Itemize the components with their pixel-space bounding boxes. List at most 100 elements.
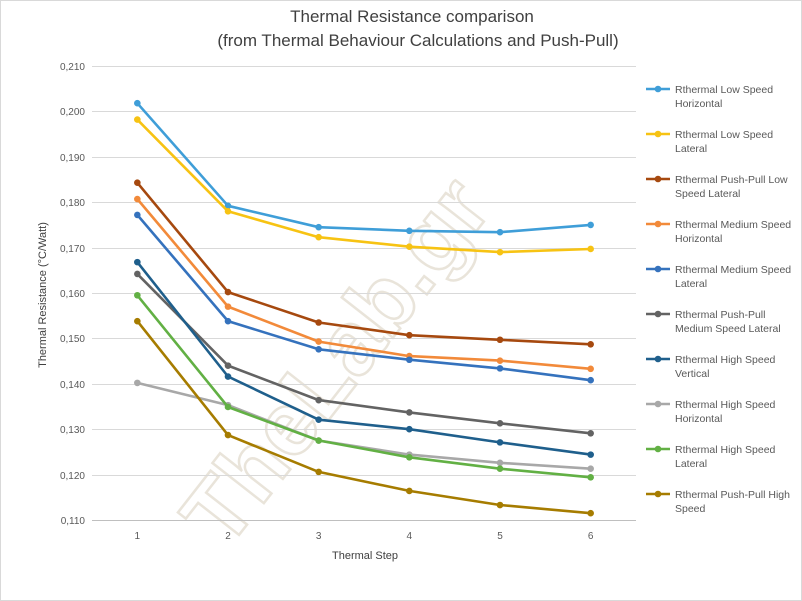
legend-label: Horizontal <box>675 233 722 245</box>
data-point <box>406 425 413 433</box>
data-point <box>134 291 141 299</box>
data-point <box>224 288 232 296</box>
series-line <box>136 272 593 435</box>
data-point <box>496 439 504 446</box>
legend-marker <box>654 265 662 273</box>
legend-label: Rthermal Push-Pull <box>675 309 765 321</box>
data-point <box>224 373 232 380</box>
legend-marker <box>654 220 662 228</box>
legend-label: Rthermal Low Speed <box>675 84 773 96</box>
data-point <box>315 437 322 444</box>
legend-label: Rthermal Low Speed <box>675 129 773 141</box>
legend-label: Horizontal <box>675 413 722 425</box>
y-tick-label: 0,210 <box>60 62 85 73</box>
series-line <box>136 293 593 479</box>
series-line <box>136 260 593 456</box>
legend-label: Rthermal Push-Pull High <box>675 489 790 501</box>
data-point <box>496 228 504 236</box>
legend-label: Speed <box>675 503 706 515</box>
legend-label: Rthermal High Speed <box>675 399 776 411</box>
series-line <box>136 213 593 382</box>
chart-title: Thermal Resistance comparison <box>290 7 534 26</box>
data-point <box>224 362 232 369</box>
x-tick-label: 3 <box>316 531 322 542</box>
data-point <box>406 243 413 250</box>
y-tick-label: 0,110 <box>61 516 86 527</box>
x-tick-label: 2 <box>225 531 231 542</box>
data-point <box>224 303 232 310</box>
data-point <box>406 454 413 461</box>
data-point <box>134 211 141 219</box>
data-point <box>224 317 232 325</box>
y-tick-label: 0,200 <box>60 107 85 118</box>
legend-item: Rthermal High Speed Vertical <box>646 354 776 380</box>
legend-item: Rthermal High Speed Horizontal <box>646 399 776 425</box>
data-point <box>587 341 594 348</box>
legend-item: Rthermal Low Speed Lateral <box>646 129 773 155</box>
legend-label: Lateral <box>675 278 707 290</box>
data-point <box>134 99 141 107</box>
series <box>134 211 594 384</box>
data-point <box>587 376 594 384</box>
data-point <box>315 416 322 423</box>
legend-label: Rthermal Medium Speed <box>675 219 791 231</box>
data-point <box>315 223 322 231</box>
y-tick-label: 0,170 <box>60 244 85 255</box>
x-tick-label: 4 <box>407 531 413 542</box>
data-point <box>134 317 141 325</box>
legend-label: Speed Lateral <box>675 188 740 200</box>
data-point <box>496 248 504 256</box>
legend-label: Rthermal Medium Speed <box>675 264 791 276</box>
y-tick-label: 0,180 <box>60 198 85 209</box>
data-point <box>315 468 322 476</box>
chart-subtitle: (from Thermal Behaviour Calculations and… <box>217 31 618 50</box>
y-axis-ticks: 0,110 0,120 0,130 0,140 0,150 0,160 0,170 0,180… <box>60 62 85 527</box>
legend-label: Lateral <box>675 458 707 470</box>
legend-marker <box>654 310 662 318</box>
data-point <box>224 202 232 210</box>
y-axis-title: Thermal Resistance (°C/Watt) <box>37 222 49 368</box>
data-point <box>587 245 594 253</box>
legend-marker <box>654 85 662 93</box>
data-point <box>587 429 594 437</box>
data-point <box>406 356 413 364</box>
legend-marker <box>654 445 662 453</box>
data-point <box>496 501 504 509</box>
data-point <box>134 258 141 266</box>
data-point <box>315 338 322 345</box>
legend-marker <box>654 130 662 138</box>
x-tick-label: 1 <box>135 531 141 542</box>
data-point <box>134 270 141 278</box>
legend-marker <box>654 355 662 363</box>
data-point <box>587 221 594 229</box>
legend-label: Lateral <box>675 143 707 155</box>
data-point <box>587 365 594 373</box>
series-line <box>136 118 593 254</box>
legend-marker <box>654 400 662 408</box>
data-point <box>134 179 141 186</box>
series <box>134 179 594 348</box>
legend-label: Horizontal <box>675 98 722 110</box>
series <box>134 258 594 458</box>
x-axis-title: Thermal Step <box>332 550 398 562</box>
y-tick-label: 0,160 <box>60 289 85 300</box>
legend-label: Rthermal High Speed <box>675 444 776 456</box>
data-point <box>496 459 504 467</box>
data-point <box>134 116 141 123</box>
series <box>134 99 594 236</box>
y-tick-label: 0,120 <box>60 471 85 482</box>
legend-item: Rthermal Push-Pull Low Speed Lateral <box>646 174 788 200</box>
y-tick-label: 0,140 <box>60 380 85 391</box>
data-point <box>134 195 141 203</box>
series <box>134 317 594 517</box>
series-line <box>136 381 593 471</box>
data-point <box>315 345 322 353</box>
legend-marker <box>654 175 662 183</box>
legend-item: Rthermal Push-Pull High Speed <box>646 489 790 515</box>
series <box>134 116 594 256</box>
y-tick-label: 0,130 <box>60 425 85 436</box>
x-axis-ticks: 1 2 3 4 5 6 <box>135 531 594 542</box>
legend-label: Medium Speed Lateral <box>675 323 781 335</box>
